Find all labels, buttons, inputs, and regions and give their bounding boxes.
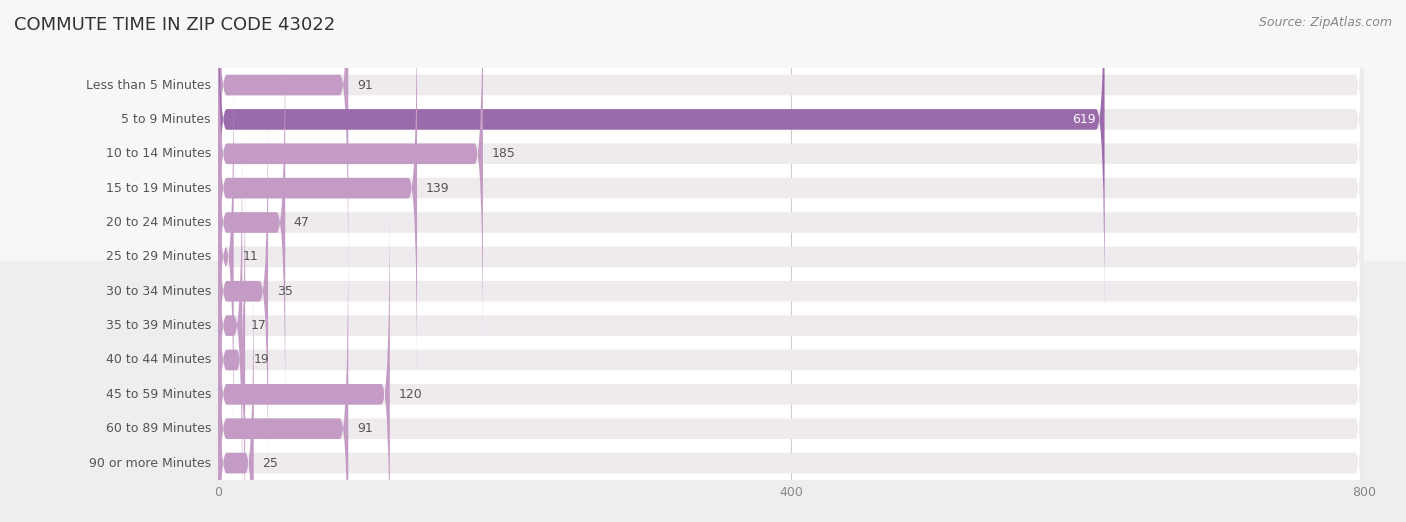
FancyBboxPatch shape: [218, 61, 233, 453]
Text: 90 or more Minutes: 90 or more Minutes: [89, 457, 211, 470]
FancyBboxPatch shape: [218, 0, 349, 281]
Text: 25 to 29 Minutes: 25 to 29 Minutes: [105, 251, 211, 264]
FancyBboxPatch shape: [218, 96, 1364, 487]
FancyBboxPatch shape: [218, 0, 1364, 350]
Text: 45 to 59 Minutes: 45 to 59 Minutes: [105, 388, 211, 401]
Text: 35 to 39 Minutes: 35 to 39 Minutes: [105, 319, 211, 332]
FancyBboxPatch shape: [218, 0, 1364, 281]
Text: 619: 619: [1073, 113, 1095, 126]
Text: 91: 91: [357, 422, 373, 435]
Text: 120: 120: [398, 388, 422, 401]
Text: Source: ZipAtlas.com: Source: ZipAtlas.com: [1258, 16, 1392, 29]
FancyBboxPatch shape: [218, 198, 389, 522]
FancyBboxPatch shape: [218, 164, 245, 522]
FancyBboxPatch shape: [218, 0, 482, 350]
FancyBboxPatch shape: [218, 27, 1364, 419]
Text: 185: 185: [492, 147, 516, 160]
FancyBboxPatch shape: [218, 233, 1364, 522]
Text: 20 to 24 Minutes: 20 to 24 Minutes: [105, 216, 211, 229]
Text: 15 to 19 Minutes: 15 to 19 Minutes: [105, 182, 211, 195]
Text: 10 to 14 Minutes: 10 to 14 Minutes: [105, 147, 211, 160]
Text: 40 to 44 Minutes: 40 to 44 Minutes: [105, 353, 211, 366]
Text: 139: 139: [426, 182, 450, 195]
Text: 35: 35: [277, 284, 292, 298]
Text: Less than 5 Minutes: Less than 5 Minutes: [86, 78, 211, 91]
FancyBboxPatch shape: [218, 164, 1364, 522]
Text: 25: 25: [263, 457, 278, 470]
FancyBboxPatch shape: [218, 130, 242, 521]
FancyBboxPatch shape: [218, 130, 1364, 521]
Text: COMMUTE TIME IN ZIP CODE 43022: COMMUTE TIME IN ZIP CODE 43022: [14, 16, 335, 33]
FancyBboxPatch shape: [218, 267, 1364, 522]
FancyBboxPatch shape: [218, 0, 1364, 315]
Text: 11: 11: [242, 251, 259, 264]
FancyBboxPatch shape: [218, 0, 418, 384]
Text: 5 to 9 Minutes: 5 to 9 Minutes: [121, 113, 211, 126]
FancyBboxPatch shape: [218, 0, 1364, 384]
Text: 47: 47: [294, 216, 309, 229]
FancyBboxPatch shape: [218, 233, 349, 522]
Text: 30 to 34 Minutes: 30 to 34 Minutes: [105, 284, 211, 298]
FancyBboxPatch shape: [218, 61, 1364, 453]
FancyBboxPatch shape: [218, 0, 1105, 315]
FancyBboxPatch shape: [218, 27, 285, 419]
FancyBboxPatch shape: [218, 267, 253, 522]
FancyBboxPatch shape: [218, 198, 1364, 522]
Text: 19: 19: [253, 353, 270, 366]
Text: 60 to 89 Minutes: 60 to 89 Minutes: [105, 422, 211, 435]
Text: 17: 17: [250, 319, 267, 332]
FancyBboxPatch shape: [218, 96, 269, 487]
Text: 91: 91: [357, 78, 373, 91]
